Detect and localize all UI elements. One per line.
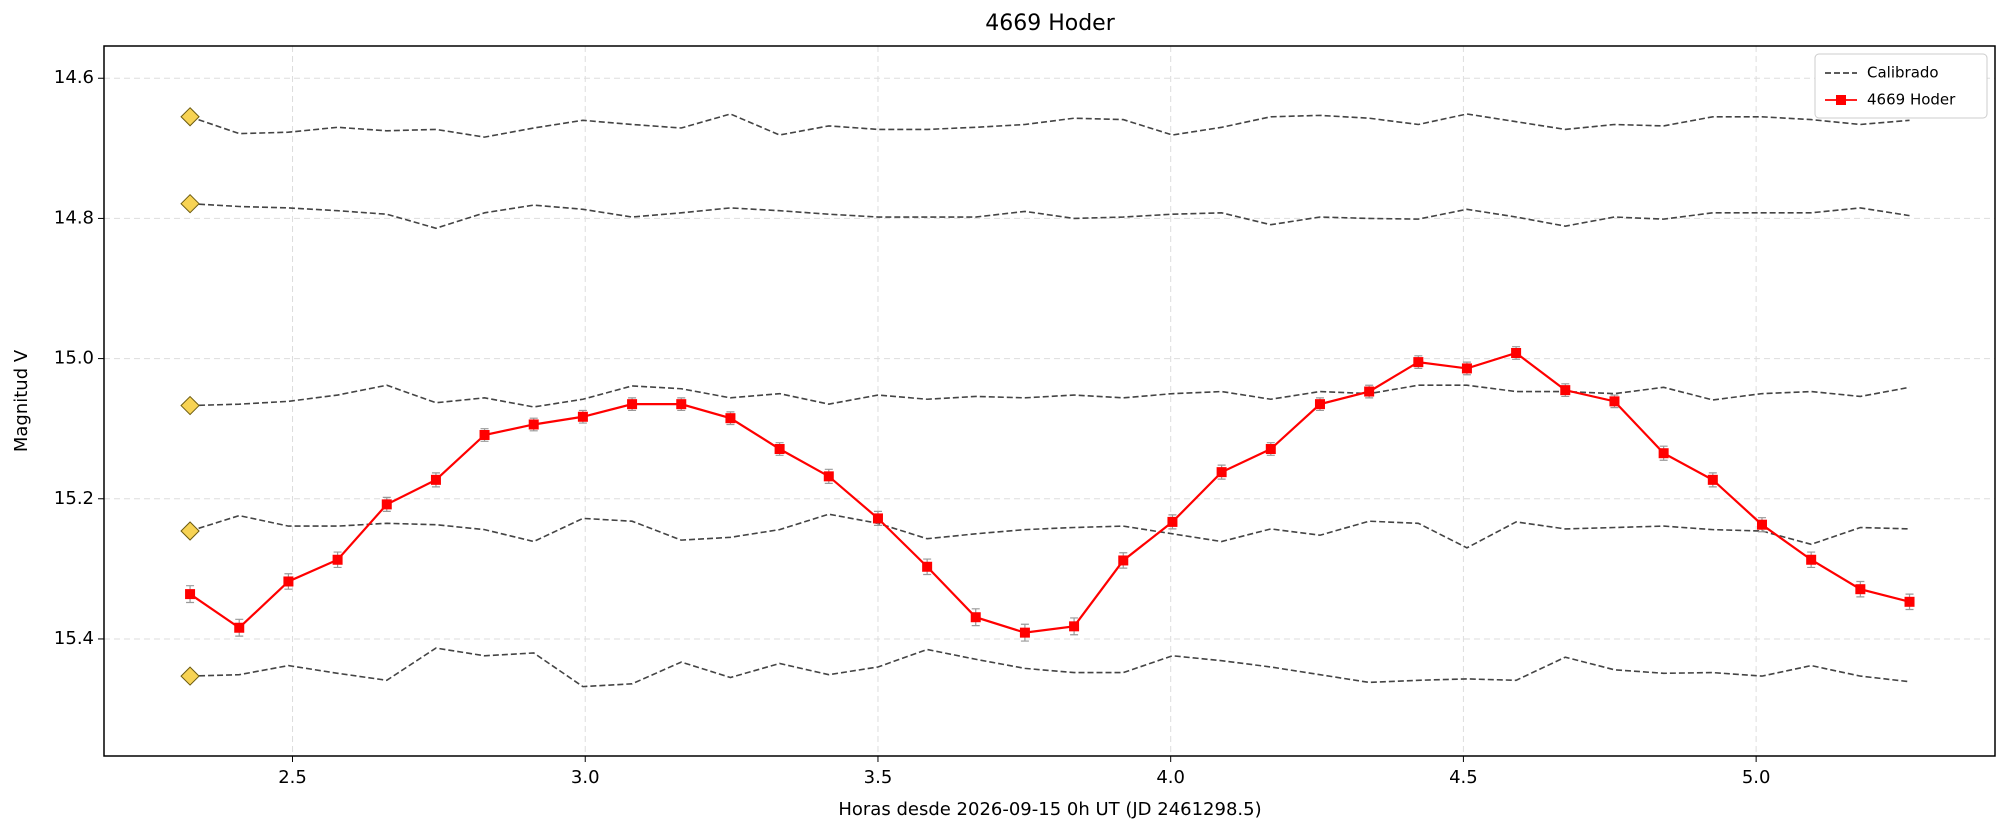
series-line xyxy=(190,202,1910,230)
data-point xyxy=(823,471,834,482)
legend-marker xyxy=(1836,95,1846,105)
data-point xyxy=(577,411,588,422)
data-point xyxy=(1855,584,1866,595)
x-tick-label: 2.5 xyxy=(278,767,307,788)
x-axis-label: Horas desde 2026-09-15 0h UT (JD 2461298… xyxy=(838,799,1261,820)
data-point xyxy=(872,513,883,524)
data-point xyxy=(1707,474,1718,485)
legend-text: Calibrado xyxy=(1867,64,1939,82)
start-marker xyxy=(180,395,200,416)
data-point xyxy=(1560,385,1571,396)
data-point xyxy=(922,561,933,572)
data-point xyxy=(1019,627,1030,638)
data-point xyxy=(1658,448,1669,459)
data-point xyxy=(1216,467,1227,478)
data-point xyxy=(1756,519,1767,530)
data-point xyxy=(1413,357,1424,368)
data-point xyxy=(430,474,441,485)
data-point xyxy=(1461,363,1472,374)
data-point xyxy=(1511,347,1522,358)
data-point xyxy=(1806,554,1817,565)
start-marker xyxy=(180,107,200,127)
data-point xyxy=(1904,596,1915,607)
x-tick-label: 3.0 xyxy=(571,767,600,788)
start-marker xyxy=(180,193,200,214)
y-tick-label: 14.6 xyxy=(54,67,94,88)
y-tick-label: 15.2 xyxy=(54,488,94,509)
chart-title: 4669 Hoder xyxy=(985,11,1115,36)
data-point xyxy=(1265,444,1276,455)
data-point xyxy=(1609,396,1620,407)
start-marker xyxy=(180,666,200,686)
data-point xyxy=(185,589,196,600)
data-point xyxy=(332,554,343,565)
data-point xyxy=(1364,386,1375,397)
data-point xyxy=(283,576,294,587)
series-line xyxy=(189,351,1910,634)
data-point xyxy=(528,419,539,430)
legend-box xyxy=(1814,53,1988,119)
y-axis-label: Magnitud V xyxy=(11,349,32,452)
y-tick-label: 15.4 xyxy=(54,628,94,649)
data-point xyxy=(676,399,687,410)
data-point xyxy=(1069,621,1080,632)
data-point xyxy=(725,413,736,424)
data-point xyxy=(234,622,245,633)
y-tick-label: 15.0 xyxy=(54,348,94,369)
series-line xyxy=(189,113,1910,138)
series-line xyxy=(190,647,1910,688)
x-tick-label: 5.0 xyxy=(1742,767,1771,788)
data-point xyxy=(1118,555,1129,566)
data-point xyxy=(627,399,638,410)
y-tick-label: 14.8 xyxy=(54,207,94,228)
plot-frame xyxy=(103,45,1996,757)
data-point xyxy=(774,444,785,455)
x-tick-label: 4.5 xyxy=(1449,767,1478,788)
legend-text: 4669 Hoder xyxy=(1867,91,1956,109)
x-tick-label: 4.0 xyxy=(1156,767,1185,788)
data-point xyxy=(1167,516,1178,527)
data-point xyxy=(970,612,981,623)
series-line xyxy=(190,384,1910,408)
series-line xyxy=(189,513,1910,549)
x-tick-label: 3.5 xyxy=(864,767,893,788)
start-marker xyxy=(180,521,200,541)
data-point xyxy=(479,429,490,440)
data-point xyxy=(381,499,392,510)
data-point xyxy=(1314,399,1325,410)
